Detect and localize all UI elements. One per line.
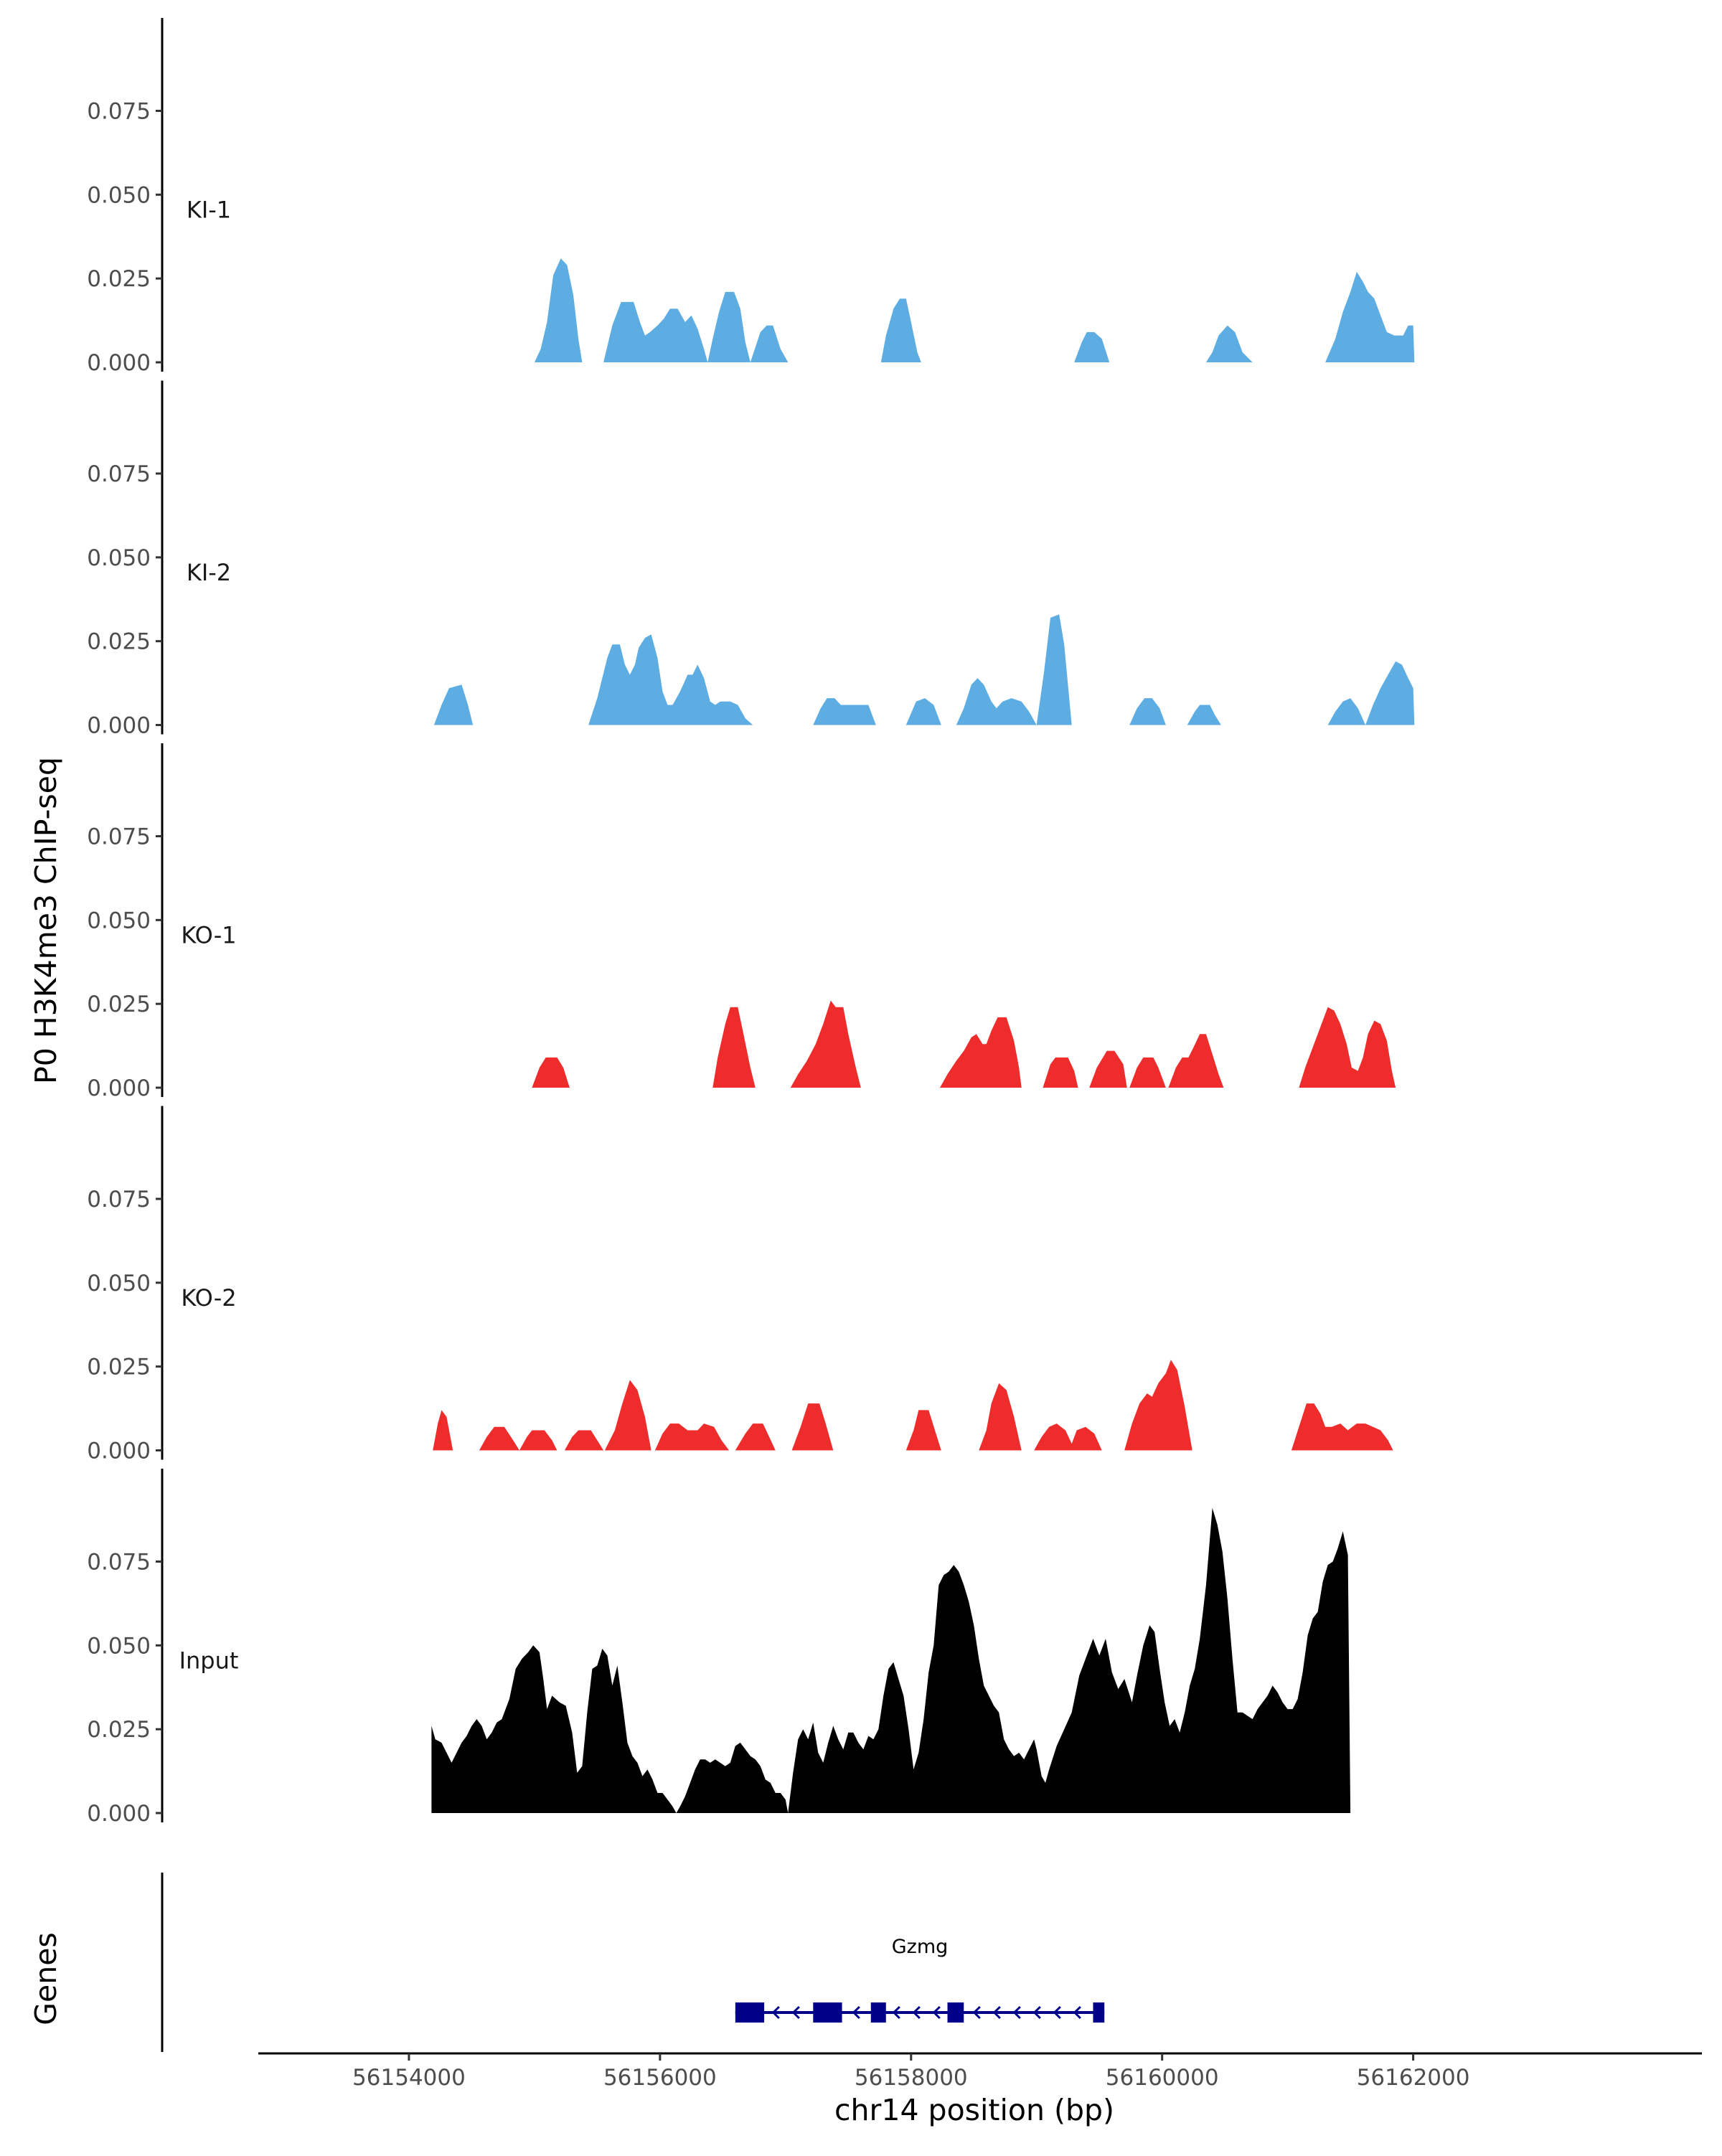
y-tick-label: 0.025 [87,266,151,292]
y-tick-label: 0.075 [87,98,151,124]
y-tick-label: 0.025 [87,992,151,1017]
y-tick-label: 0.075 [87,824,151,849]
peak-ki-2-5 [956,614,1072,725]
track-label: Input [179,1647,239,1674]
peak-ki-2-1 [433,684,474,725]
peak-ki-1-2 [603,291,751,362]
y-tick-label: 0.075 [87,461,151,487]
exon [735,2002,765,2023]
strand-arrow [892,2005,900,2020]
peak-ki-1-7 [1325,271,1415,362]
y-tick-label: 0.000 [87,713,151,739]
strand-arrow [1073,2005,1081,2020]
peak-ko-1-8 [1168,1034,1224,1088]
x-tick-label: 56158000 [855,2065,968,2091]
peak-ko-2-4 [564,1430,604,1451]
peak-ko-1-2 [712,1007,756,1088]
track-label: KO-1 [181,921,236,948]
y-tick-label: 0.000 [87,1801,151,1827]
peak-ko-2-7 [735,1423,776,1451]
exon [870,2002,886,2023]
y-tick-label: 0.025 [87,1355,151,1380]
y-axis-title: P0 H3K4me3 ChIP-seq [29,757,63,1084]
y-tick-label: 0.050 [87,545,151,571]
track-label: KI-1 [187,196,231,223]
strand-arrow [1053,2005,1061,2020]
genes-axis-title: Genes [29,1932,63,2025]
peak-ko-1-9 [1299,1007,1396,1088]
peak-ko-2-6 [654,1423,730,1451]
exon [813,2002,842,2023]
strand-arrow [1032,2005,1041,2020]
y-tick-label: 0.075 [87,1549,151,1575]
peak-ki-1-5 [1074,331,1110,362]
peak-ko-2-12 [1124,1360,1192,1451]
gene-name: Gzmg [892,1936,949,1958]
peak-ki-2-6 [1129,698,1166,725]
strand-arrow [992,2005,1001,2020]
peak-ki-2-3 [813,698,876,725]
peak-ko-1-1 [532,1057,570,1088]
track-ko-1: 0.000 0.025 0.050 0.075 KO-1 [87,743,1396,1101]
exon [1093,2002,1105,2023]
strand-arrow [932,2005,941,2020]
track-ki-2: 0.000 0.025 0.050 0.075 KI-2 [87,380,1415,739]
tracks-layer: 0.0000.0250.0500.075KI-10.0000.0250.0500… [87,18,1415,1827]
y-tick-label: 0.050 [87,1271,151,1296]
peak-ko-2-13 [1291,1403,1393,1451]
peak-ki-1-1 [534,258,583,362]
x-axis-title: chr14 position (bp) [834,2093,1114,2127]
peak-ko-1-3 [790,1000,861,1088]
peak-ko-1-6 [1089,1050,1127,1088]
exon [947,2002,964,2023]
peak-ko-2-5 [604,1380,651,1451]
peak-ko-2-3 [519,1430,557,1451]
track-ko-2: 0.000 0.025 0.050 0.075 KO-2 [87,1106,1393,1464]
track-ki-1: 0.000 0.025 0.050 0.075 KI-1 [87,18,1415,376]
peak-ko-1-4 [940,1017,1022,1088]
y-tick-label: 0.000 [87,1075,151,1101]
y-tick-label: 0.050 [87,182,151,208]
strand-arrow [912,2005,921,2020]
y-tick-label: 0.075 [87,1187,151,1213]
x-axis: 56154000 56156000 56158000 56160000 56162000 [258,2052,1702,2091]
peak-ki-2-7 [1187,705,1221,725]
y-tick-label: 0.000 [87,1439,151,1464]
strand-arrow [1012,2005,1021,2020]
y-tick-label: 0.025 [87,629,151,655]
peak-input-1 [431,1507,1351,1813]
y-tick-label: 0.050 [87,1633,151,1659]
peak-ko-1-7 [1129,1057,1166,1088]
y-tick-label: 0.025 [87,1717,151,1743]
peak-ki-1-6 [1205,325,1253,362]
y-tick-label: 0.000 [87,350,151,376]
x-tick-label: 56154000 [352,2065,466,2091]
peak-ko-2-10 [979,1383,1022,1451]
strand-arrow [852,2005,860,2020]
peak-ki-2-8 [1327,661,1415,725]
strand-arrow [791,2005,800,2020]
peak-ko-1-5 [1043,1057,1078,1088]
peak-ki-1-3 [750,325,789,362]
strand-arrow [771,2005,780,2020]
peak-ko-2-9 [905,1410,941,1451]
peak-ki-1-4 [880,298,921,362]
peak-ko-2-1 [433,1410,453,1451]
track-label: KI-2 [187,559,231,586]
peak-ko-2-2 [479,1426,519,1451]
track-label: KO-2 [181,1284,236,1312]
peak-ko-2-11 [1034,1423,1102,1451]
y-tick-label: 0.050 [87,908,151,933]
gene-track: Gzmg [161,1873,1105,2052]
x-tick-label: 56156000 [603,2065,717,2091]
peak-ki-2-2 [588,634,753,725]
x-tick-label: 56162000 [1357,2065,1470,2091]
strand-arrow [972,2005,981,2020]
track-input: 0.000 0.025 0.050 0.075 Input [87,1469,1351,1827]
x-tick-label: 56160000 [1106,2065,1219,2091]
peak-ki-2-4 [905,698,941,725]
peak-ko-2-8 [791,1403,834,1451]
